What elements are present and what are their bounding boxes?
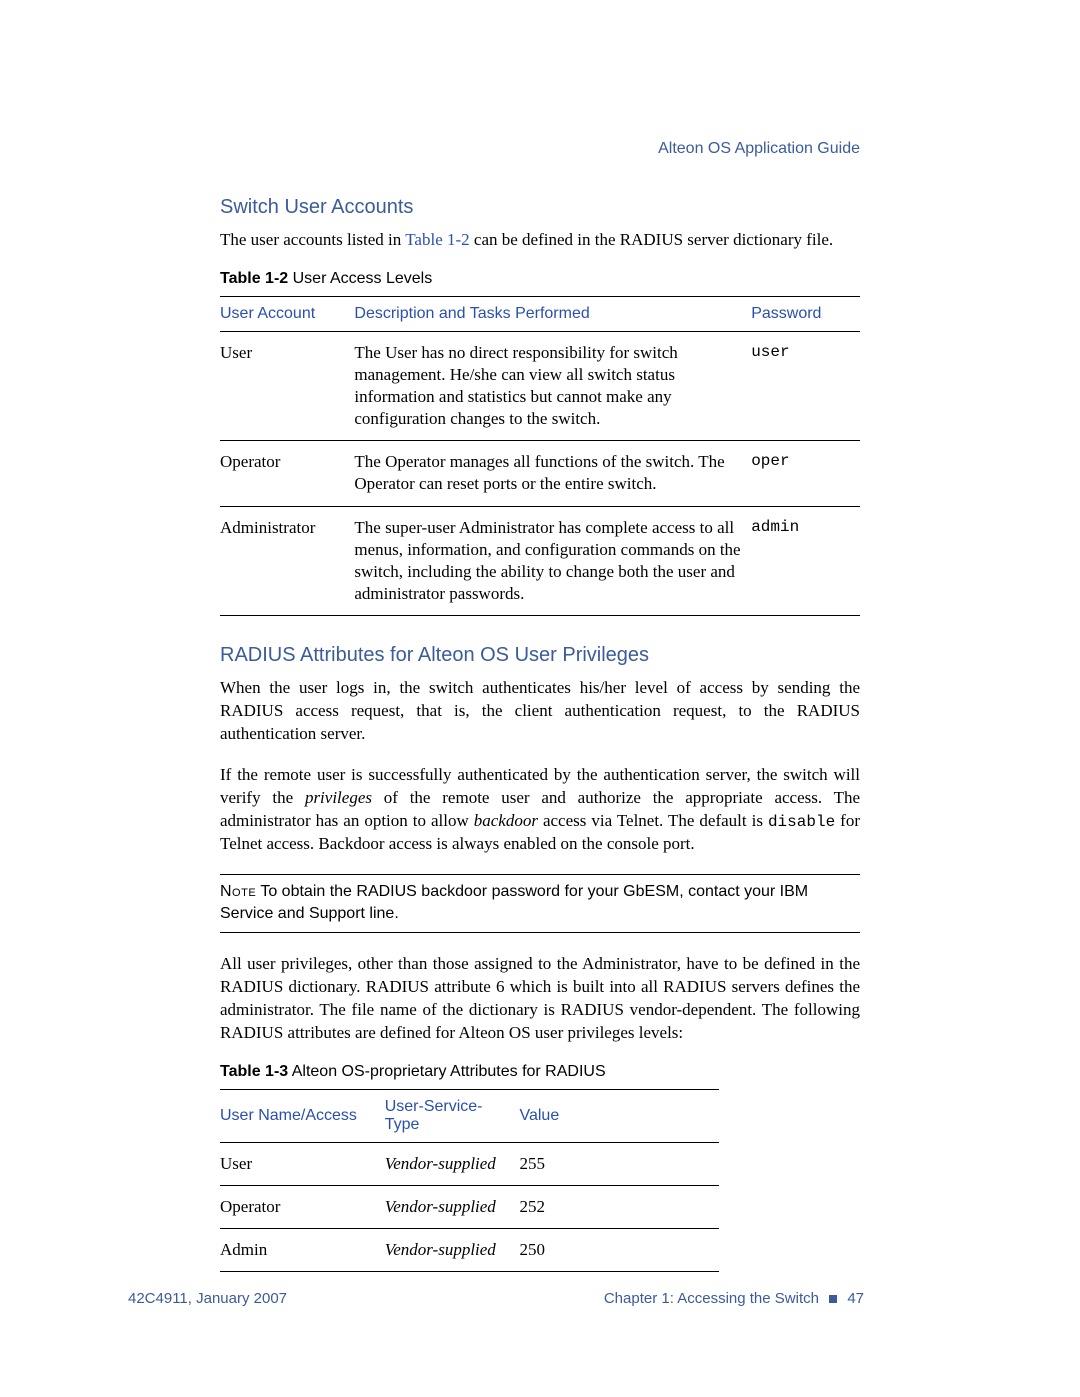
footer-left: 42C4911, January 2007 — [128, 1290, 287, 1307]
cell-desc: The Operator manages all functions of th… — [354, 441, 751, 506]
cell-val: 255 — [519, 1142, 719, 1185]
radius-p2: If the remote user is successfully authe… — [220, 764, 860, 856]
cell-type: Vendor-supplied — [385, 1142, 520, 1185]
cell-type: Vendor-supplied — [385, 1185, 520, 1228]
cell-pass: oper — [751, 441, 860, 506]
footer-chapter: Chapter 1: Accessing the Switch — [604, 1290, 819, 1307]
note-label: Note — [220, 883, 256, 900]
table1-caption-bold: Table 1-2 — [220, 270, 288, 287]
doc-header-title: Alteon OS Application Guide — [658, 140, 860, 158]
cell-account: Operator — [220, 441, 354, 506]
radius-p1: When the user logs in, the switch authen… — [220, 677, 860, 746]
cell-pass: user — [751, 331, 860, 440]
table-row: Admin Vendor-supplied 250 — [220, 1228, 719, 1271]
cell-val: 252 — [519, 1185, 719, 1228]
note-block: Note To obtain the RADIUS backdoor passw… — [220, 874, 860, 933]
footer-square-icon — [829, 1295, 837, 1303]
intro-paragraph: The user accounts listed in Table 1-2 ca… — [220, 229, 860, 252]
section-heading-user-accounts: Switch User Accounts — [220, 196, 860, 219]
table1-caption-rest: User Access Levels — [288, 270, 432, 287]
table2-caption: Table 1-3 Alteon OS-proprietary Attribut… — [220, 1063, 860, 1081]
cell-desc: The super-user Administrator has complet… — [354, 506, 751, 615]
intro-pre: The user accounts listed in — [220, 230, 405, 249]
note-text: To obtain the RADIUS backdoor password f… — [220, 883, 808, 922]
table-row: User The User has no direct responsibili… — [220, 331, 860, 440]
table2-caption-rest: Alteon OS-proprietary Attributes for RAD… — [288, 1063, 605, 1080]
table-row: Operator Vendor-supplied 252 — [220, 1185, 719, 1228]
cell-account: User — [220, 331, 354, 440]
table1-col-pass: Password — [751, 296, 860, 331]
cell-desc: The User has no direct responsibility fo… — [354, 331, 751, 440]
intro-post: can be defined in the RADIUS server dict… — [470, 230, 834, 249]
user-access-levels-table: User Account Description and Tasks Perfo… — [220, 296, 860, 616]
footer-right: Chapter 1: Accessing the Switch 47 — [604, 1290, 864, 1307]
cell-val: 250 — [519, 1228, 719, 1271]
table-row: Operator The Operator manages all functi… — [220, 441, 860, 506]
cell-name: User — [220, 1142, 385, 1185]
table-ref-link[interactable]: Table 1-2 — [405, 230, 469, 249]
cell-account: Administrator — [220, 506, 354, 615]
radius-attributes-table: User Name/Access User-Service-Type Value… — [220, 1089, 719, 1272]
p2-privileges: privileges — [305, 788, 372, 807]
cell-name: Operator — [220, 1185, 385, 1228]
table1-col-desc: Description and Tasks Performed — [354, 296, 751, 331]
table1-caption: Table 1-2 User Access Levels — [220, 270, 860, 288]
table-row: User Vendor-supplied 255 — [220, 1142, 719, 1185]
section-heading-radius: RADIUS Attributes for Alteon OS User Pri… — [220, 644, 860, 667]
cell-name: Admin — [220, 1228, 385, 1271]
cell-pass: admin — [751, 506, 860, 615]
table-row: Administrator The super-user Administrat… — [220, 506, 860, 615]
table2-caption-bold: Table 1-3 — [220, 1063, 288, 1080]
radius-p3: All user privileges, other than those as… — [220, 953, 860, 1045]
footer-page-number: 47 — [847, 1290, 864, 1307]
table1-col-account: User Account — [220, 296, 354, 331]
cell-type: Vendor-supplied — [385, 1228, 520, 1271]
p2-c: access via Telnet. The default is — [538, 811, 768, 830]
table2-col-type: User-Service-Type — [385, 1089, 520, 1142]
p2-backdoor: backdoor — [474, 811, 538, 830]
p2-disable: disable — [768, 813, 835, 831]
table2-col-val: Value — [519, 1089, 719, 1142]
table2-col-name: User Name/Access — [220, 1089, 385, 1142]
page-footer: 42C4911, January 2007 Chapter 1: Accessi… — [128, 1290, 864, 1307]
